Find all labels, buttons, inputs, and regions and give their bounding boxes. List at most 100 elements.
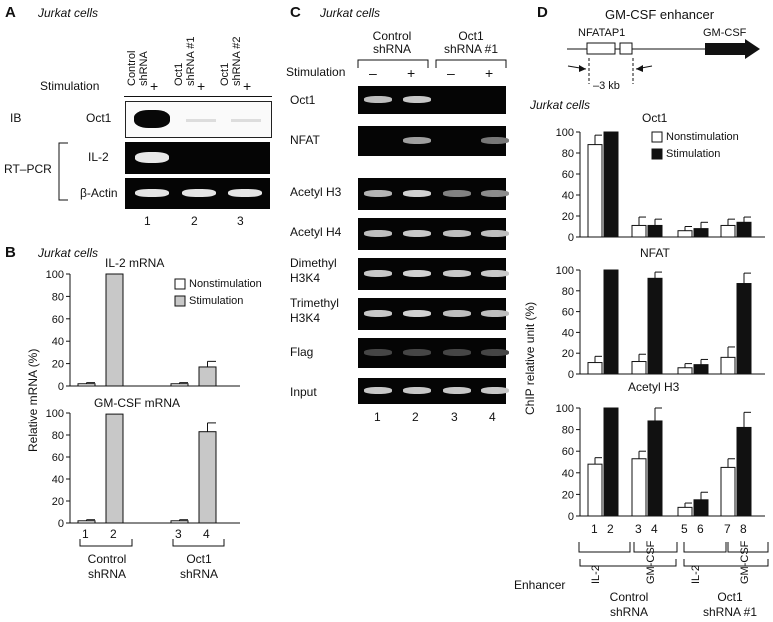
d-lane-number: 1 (591, 522, 598, 536)
panel-c-cells: Jurkat cells (320, 6, 381, 20)
panel-c-row-label: Flag (290, 345, 314, 359)
panel-c-gel-row (358, 178, 509, 210)
panel-d-enh-3: IL-2 (690, 565, 702, 584)
panel-c-group-control: Control shRNA (372, 29, 412, 56)
d-legend-swatch-nonstim (651, 131, 663, 143)
y-tick-label: 0 (58, 381, 64, 393)
panel-d-gmcsf-gene: GM-CSF (703, 27, 747, 39)
panel-d-nfatap1: NFATAP1 (578, 27, 626, 39)
panel-c-row-label: Acetyl H3 (290, 185, 342, 199)
nfat-box (586, 42, 616, 55)
panel-c-row-label: Dimethyl H3K4 (290, 256, 337, 285)
panel-a-stim-3: + (243, 78, 252, 94)
bar (647, 224, 663, 238)
band (403, 96, 431, 103)
y-tick-label: 40 (52, 336, 64, 348)
bar (587, 463, 603, 517)
panel-b-lane-2: 2 (110, 527, 117, 541)
y-tick-label: 60 (52, 314, 64, 326)
y-tick-label: 60 (562, 446, 574, 458)
y-tick-label: 80 (52, 430, 64, 442)
panel-c-stim-1: – (369, 65, 377, 81)
panel-c-gel-row (358, 378, 509, 404)
chart-oct1: 0 20 40 60 80 100 (556, 127, 765, 244)
bar (677, 230, 693, 238)
panel-a-row-oct1: Oct1 (86, 111, 112, 125)
band (135, 189, 169, 197)
panel-c-num-4: 4 (489, 410, 496, 424)
band (364, 349, 392, 356)
bar (720, 224, 736, 238)
band (443, 349, 471, 356)
panel-a-stim-line (124, 96, 272, 97)
band (443, 387, 471, 394)
band (231, 119, 261, 122)
bar (677, 506, 693, 517)
y-tick-label: 20 (562, 211, 574, 223)
band (443, 230, 471, 237)
panel-a-stim-2: + (197, 78, 206, 94)
panel-c-row-label: Oct1 (290, 93, 316, 107)
band (403, 270, 431, 277)
band (481, 230, 509, 237)
d-lane-number: 3 (635, 522, 642, 536)
band (403, 349, 431, 356)
panel-c-row-label: Input (290, 385, 317, 399)
panel-d-group-oct1: Oct1 shRNA #1 (702, 590, 758, 619)
y-tick-label: 40 (52, 474, 64, 486)
panel-d-kb: –3 kb (593, 80, 620, 92)
panel-d-cells: Jurkat cells (530, 98, 591, 112)
band (403, 230, 431, 237)
bar (631, 458, 647, 517)
panel-c-gel-row (358, 126, 509, 156)
d-lane-number: 7 (724, 522, 731, 536)
bar (631, 361, 647, 375)
panel-b-cells: Jurkat cells (38, 246, 99, 260)
panel-b-lane-3: 3 (175, 527, 182, 541)
chart-gmcsf-mrna: 0 20 40 60 80 100 (46, 408, 240, 530)
band (481, 310, 509, 317)
y-tick-label: 20 (562, 348, 574, 360)
band (481, 387, 509, 394)
panel-b-letter: B (5, 244, 16, 261)
y-tick-label: 60 (52, 452, 64, 464)
panel-d-ylabel: ChIP relative unit (%) (523, 301, 537, 415)
d-bracket-1 (578, 542, 631, 553)
band (134, 110, 170, 128)
chart-acetyl-h3: 0 20 40 60 80 100 (556, 403, 765, 523)
d-legend-swatch-stim (651, 148, 663, 160)
band (403, 310, 431, 317)
bar (693, 364, 709, 375)
y-tick-label: 100 (556, 265, 574, 277)
panel-d-enh-4: GM-CSF (739, 540, 751, 584)
chart-nfat: 0 20 40 60 80 100 (556, 265, 765, 381)
y-tick-label: 100 (46, 408, 64, 420)
y-tick-label: 20 (52, 496, 64, 508)
panel-b-legend (174, 278, 186, 307)
panel-d-title-oct1: Oct1 (642, 111, 668, 125)
band (443, 310, 471, 317)
band (364, 96, 392, 103)
d-lane-number: 6 (697, 522, 704, 536)
panel-d-enh-1: IL-2 (590, 565, 602, 584)
d-lane-number: 4 (651, 522, 658, 536)
band (443, 190, 471, 197)
panel-c-row-label: Acetyl H4 (290, 225, 342, 239)
y-tick-label: 80 (562, 286, 574, 298)
panel-c-row-label: Trimethyl H3K4 (290, 296, 339, 325)
bar (587, 362, 603, 375)
bar (587, 144, 603, 238)
panel-c-stim-3: – (447, 65, 455, 81)
band (481, 349, 509, 356)
panel-d-legend-stim: Stimulation (666, 148, 721, 160)
panel-c-row-label: NFAT (290, 133, 320, 147)
panel-a-num-3: 3 (237, 214, 244, 228)
panel-a-gel-oct1 (125, 101, 272, 138)
panel-c-letter: C (290, 4, 301, 21)
panel-c-num-1: 1 (374, 410, 381, 424)
panel-d-enhancer-label: Enhancer (514, 578, 566, 592)
panel-a-row-actin: β-Actin (80, 186, 118, 200)
band (364, 310, 392, 317)
d-lane-number: 2 (607, 522, 614, 536)
